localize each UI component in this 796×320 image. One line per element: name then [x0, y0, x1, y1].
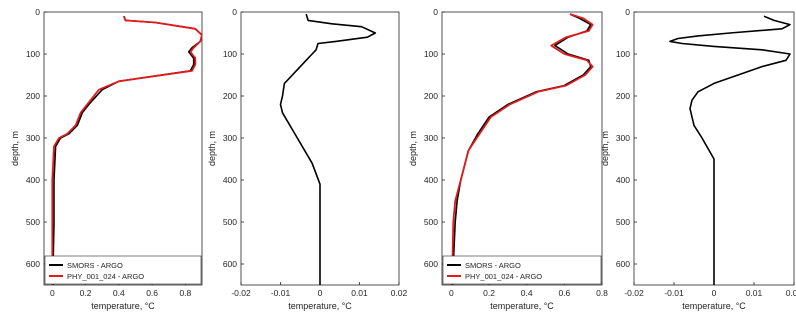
y-tick-label: 300: [616, 133, 630, 143]
x-axis-label: temperature, °C: [288, 301, 352, 311]
y-tick-label: 600: [424, 259, 438, 269]
plot-area-frame: [43, 11, 203, 286]
y-tick-label: 400: [26, 175, 40, 185]
y-tick-label: 0: [35, 7, 40, 17]
x-tick-label: 0.4: [113, 288, 125, 298]
y-tick-label: 100: [424, 49, 438, 59]
y-tick-label: 400: [424, 175, 438, 185]
x-tick-label: 0: [50, 288, 55, 298]
legend-entry: PHY_001_024 - ARGO: [67, 272, 144, 281]
x-tick-label: 0.02: [391, 288, 408, 298]
plot-area-frame: [441, 11, 603, 286]
y-axis-label: depth, m: [600, 131, 610, 166]
y-axis-label: depth, m: [10, 131, 20, 166]
panel-1: 0 100 200 300 400 500 600 0 0.2 0.4 0.6 0.8 temperat…: [10, 7, 203, 311]
x-tick-label: -0.01: [271, 288, 291, 298]
x-tick-label: 0.01: [351, 288, 368, 298]
legend-box: [442, 255, 602, 285]
x-tick-label: 0.4: [521, 288, 533, 298]
x-tick-label: -0.02: [624, 288, 644, 298]
x-tick-label: 0: [712, 288, 717, 298]
y-tick-label: 100: [223, 49, 237, 59]
y-tick-label: 300: [26, 133, 40, 143]
panel-3: 0 100 200 300 400 500 600 0 0.2 0.4 0.6 0.8 temperat…: [408, 7, 608, 311]
x-axis-label: temperature, °C: [91, 301, 155, 311]
series-line-2: [51, 15, 202, 285]
panel-4: 0 100 200 300 400 500 600 -0.02 -0.01 0 0.01 0.02 te…: [600, 7, 796, 311]
x-tick-label: -0.02: [231, 288, 251, 298]
legend-entry: SMORS - ARGO: [465, 261, 521, 270]
y-tick-label: 200: [26, 91, 40, 101]
y-tick-label: 600: [223, 259, 237, 269]
x-tick-label: 0.01: [746, 288, 763, 298]
x-tick-label: 0.2: [80, 288, 92, 298]
y-tick-label: 0: [433, 7, 438, 17]
series-line-2: [450, 13, 594, 285]
legend-box: [44, 255, 202, 285]
y-tick-label: 0: [625, 7, 630, 17]
legend: SMORS - ARGO PHY_001_024 - ARGO: [442, 255, 602, 285]
y-tick-label: 100: [26, 49, 40, 59]
y-tick-label: 200: [424, 91, 438, 101]
y-tick-label: 500: [616, 217, 630, 227]
y-tick-label: 0: [232, 7, 237, 17]
legend-entry: SMORS - ARGO: [67, 261, 123, 270]
y-tick-label: 600: [26, 259, 40, 269]
y-tick-label: 300: [223, 133, 237, 143]
y-tick-label: 200: [616, 91, 630, 101]
x-tick-label: 0: [318, 288, 323, 298]
y-axis-label: depth, m: [207, 131, 217, 166]
x-tick-label: 0.6: [146, 288, 158, 298]
x-tick-label: 0.02: [786, 288, 796, 298]
y-tick-label: 600: [616, 259, 630, 269]
y-axis-label: depth, m: [408, 131, 418, 166]
x-tick-label: 0.8: [596, 288, 608, 298]
legend: SMORS - ARGO PHY_001_024 - ARGO: [44, 255, 202, 285]
y-tick-label: 500: [424, 217, 438, 227]
x-tick-label: 0.6: [558, 288, 570, 298]
x-axis-label: temperature, °C: [490, 301, 554, 311]
x-tick-label: 0.2: [483, 288, 495, 298]
panel-2: 0 100 200 300 400 500 600 -0.02 -0.01 0 0.01 0.02 te…: [207, 7, 408, 311]
y-tick-label: 500: [223, 217, 237, 227]
y-tick-label: 500: [26, 217, 40, 227]
y-tick-label: 400: [616, 175, 630, 185]
series-line-1: [279, 13, 377, 285]
y-tick-label: 200: [223, 91, 237, 101]
x-axis-label: temperature, °C: [682, 301, 746, 311]
legend-entry: PHY_001_024 - ARGO: [465, 272, 542, 281]
y-tick-label: 400: [223, 175, 237, 185]
y-tick-label: 100: [616, 49, 630, 59]
x-tick-label: 0: [449, 288, 454, 298]
series-line-1: [669, 15, 791, 285]
y-tick-label: 300: [424, 133, 438, 143]
x-tick-label: -0.01: [664, 288, 684, 298]
x-tick-label: 0.8: [179, 288, 191, 298]
